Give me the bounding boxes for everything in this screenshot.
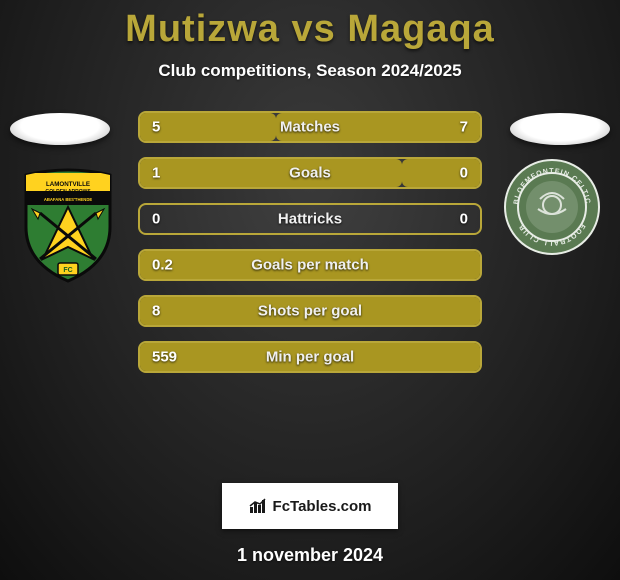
svg-text:FC: FC <box>63 267 72 274</box>
stat-label: Goals per match <box>140 257 480 274</box>
comparison-main: LAMONTVILLE GOLDEN ARROWS ABAFANA BES'TH… <box>0 109 620 469</box>
stat-row: 8Shots per goal <box>138 295 482 327</box>
stat-row: 00Hattricks <box>138 203 482 235</box>
svg-text:GOLDEN ARROWS: GOLDEN ARROWS <box>45 189 91 195</box>
brand-label: FcTables.com <box>273 498 372 515</box>
stat-row: 57Matches <box>138 111 482 143</box>
footer-date: 1 november 2024 <box>0 545 620 566</box>
brand-chart-icon <box>249 498 269 514</box>
stat-label: Shots per goal <box>140 303 480 320</box>
player-silhouette-right <box>510 113 610 145</box>
stat-bars: 57Matches 10Goals 00Hattricks 0.2Goals per … <box>138 111 482 373</box>
club-crest-left: LAMONTVILLE GOLDEN ARROWS ABAFANA BES'TH… <box>18 163 118 283</box>
stat-label: Min per goal <box>140 349 480 366</box>
stat-label: Hattricks <box>140 211 480 228</box>
svg-text:LAMONTVILLE: LAMONTVILLE <box>46 181 90 188</box>
brand-box: FcTables.com <box>222 483 398 529</box>
stat-row: 559Min per goal <box>138 341 482 373</box>
stat-row: 10Goals <box>138 157 482 189</box>
stat-label: Goals <box>140 165 480 182</box>
stat-label: Matches <box>140 119 480 136</box>
svg-text:ABAFANA BES'THENDE: ABAFANA BES'THENDE <box>44 197 93 202</box>
page-subtitle: Club competitions, Season 2024/2025 <box>0 61 620 81</box>
player-silhouette-left <box>10 113 110 145</box>
club-crest-right: BLOEMFONTEIN CELTIC FOOTBALL CLUB <box>502 157 602 257</box>
page-title: Mutizwa vs Magaqa <box>0 0 620 51</box>
stat-row: 0.2Goals per match <box>138 249 482 281</box>
